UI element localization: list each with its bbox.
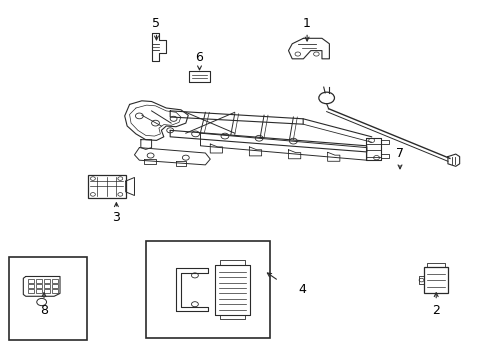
Bar [44, 279, 50, 283]
Bar [36, 284, 42, 288]
Bar [36, 289, 42, 293]
Bar [9, 257, 87, 340]
Bar [52, 279, 58, 283]
Bar [28, 284, 34, 288]
Bar [87, 175, 125, 198]
Bar [44, 284, 50, 288]
Text: 3: 3 [112, 211, 120, 224]
Bar [424, 267, 447, 293]
Bar [52, 284, 58, 288]
Bar [36, 279, 42, 283]
Text: 7: 7 [395, 147, 403, 159]
Bar [28, 289, 34, 293]
Bar [145, 241, 270, 338]
Text: 1: 1 [303, 17, 310, 30]
Text: 8: 8 [40, 304, 48, 317]
Text: 5: 5 [152, 17, 160, 30]
Bar [44, 289, 50, 293]
Text: 4: 4 [298, 283, 305, 296]
Bar [28, 279, 34, 283]
Text: 2: 2 [431, 304, 439, 317]
Text: 6: 6 [195, 51, 203, 64]
Bar [52, 289, 58, 293]
